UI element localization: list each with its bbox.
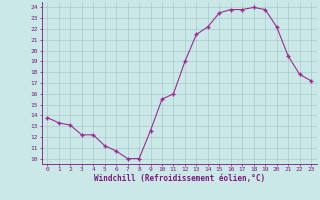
X-axis label: Windchill (Refroidissement éolien,°C): Windchill (Refroidissement éolien,°C) [94, 174, 265, 183]
